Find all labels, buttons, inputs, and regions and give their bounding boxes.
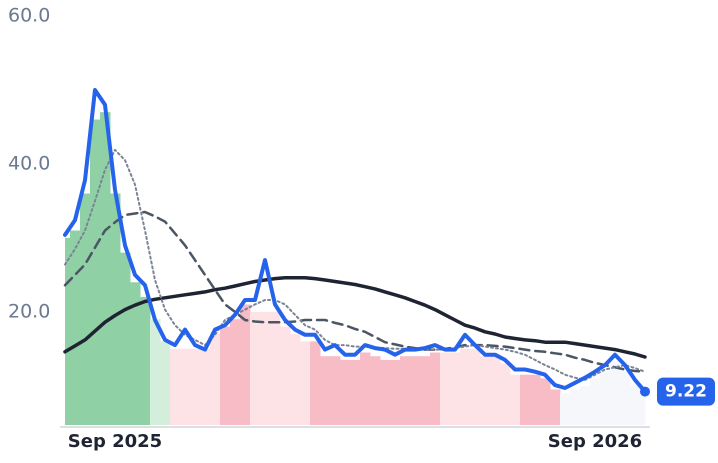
background-bar: [560, 393, 571, 425]
background-bar: [230, 319, 241, 425]
x-tick-label: Sep 2025: [68, 431, 162, 452]
value-badge: [657, 377, 715, 406]
background-bar: [460, 348, 471, 425]
last-point: [640, 386, 650, 397]
background-bar: [510, 374, 521, 425]
background-bar: [160, 341, 171, 425]
background-bar: [410, 356, 421, 425]
background-bar: [210, 334, 221, 425]
background-bar: [100, 112, 111, 425]
background-bar: [550, 389, 561, 425]
background-bar: [340, 359, 351, 425]
background-bar: [190, 348, 201, 425]
y-tick-label: 40.0: [8, 152, 50, 174]
background-bar: [360, 352, 371, 425]
background-bar: [330, 356, 341, 425]
background-bar: [630, 385, 641, 425]
background-bar: [380, 359, 391, 425]
background-bar: [290, 334, 301, 425]
background-bar: [130, 282, 141, 425]
background-bar: [310, 341, 321, 425]
background-bar: [600, 371, 611, 425]
background-bar: [170, 348, 181, 425]
background-bar: [640, 389, 646, 425]
background-bar: [70, 230, 81, 425]
background-bar: [540, 378, 551, 425]
background-bar: [320, 356, 331, 425]
line-series: [63, 210, 647, 373]
background-bar: [390, 359, 401, 425]
background-bar: [440, 352, 451, 425]
y-tick-label: 60.0: [8, 5, 50, 27]
background-bar: [140, 297, 151, 425]
background-bar: [250, 311, 261, 425]
background-bar: [260, 311, 271, 425]
background-bar: [350, 359, 361, 425]
background-bar: [470, 348, 481, 425]
line-series: [63, 88, 647, 394]
background-bar: [270, 311, 281, 425]
background-bar: [150, 319, 161, 425]
background-bar: [80, 193, 91, 425]
value-label: 9.22: [665, 382, 707, 402]
background-bar: [500, 363, 511, 425]
background-bar: [120, 252, 131, 425]
background-bar: [620, 371, 631, 425]
background-bar: [610, 363, 621, 425]
background-bar: [530, 374, 541, 425]
background-bar: [450, 352, 461, 425]
background-bar: [220, 326, 231, 425]
line-series: [64, 148, 646, 381]
background-bar: [200, 348, 211, 425]
background-bar: [400, 356, 411, 425]
background-bar: [570, 389, 581, 425]
background-bar: [180, 348, 191, 425]
background-bar: [110, 193, 121, 425]
background-bar: [520, 374, 531, 425]
background-bar: [280, 326, 291, 425]
background-bar: [590, 378, 601, 425]
background-bar: [420, 356, 431, 425]
x-tick-label: Sep 2026: [548, 431, 642, 452]
background-bar: [90, 119, 101, 425]
background-bar: [490, 356, 501, 425]
y-tick-label: 20.0: [8, 300, 50, 322]
background-bar: [240, 304, 251, 425]
background-bar: [580, 385, 591, 425]
background-bar: [65, 237, 71, 425]
background-bar: [370, 356, 381, 425]
background-bar: [430, 352, 441, 425]
background-bar: [300, 341, 311, 425]
line-series: [63, 276, 647, 359]
background-bar: [480, 356, 491, 425]
